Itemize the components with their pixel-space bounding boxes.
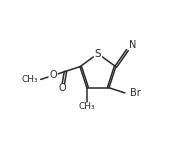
Text: O: O	[59, 83, 66, 93]
Text: O: O	[49, 70, 57, 80]
Text: CH₃: CH₃	[78, 102, 95, 111]
Text: N: N	[129, 40, 136, 50]
Text: Br: Br	[130, 88, 141, 98]
Text: S: S	[95, 49, 101, 59]
Text: CH₃: CH₃	[22, 75, 39, 84]
